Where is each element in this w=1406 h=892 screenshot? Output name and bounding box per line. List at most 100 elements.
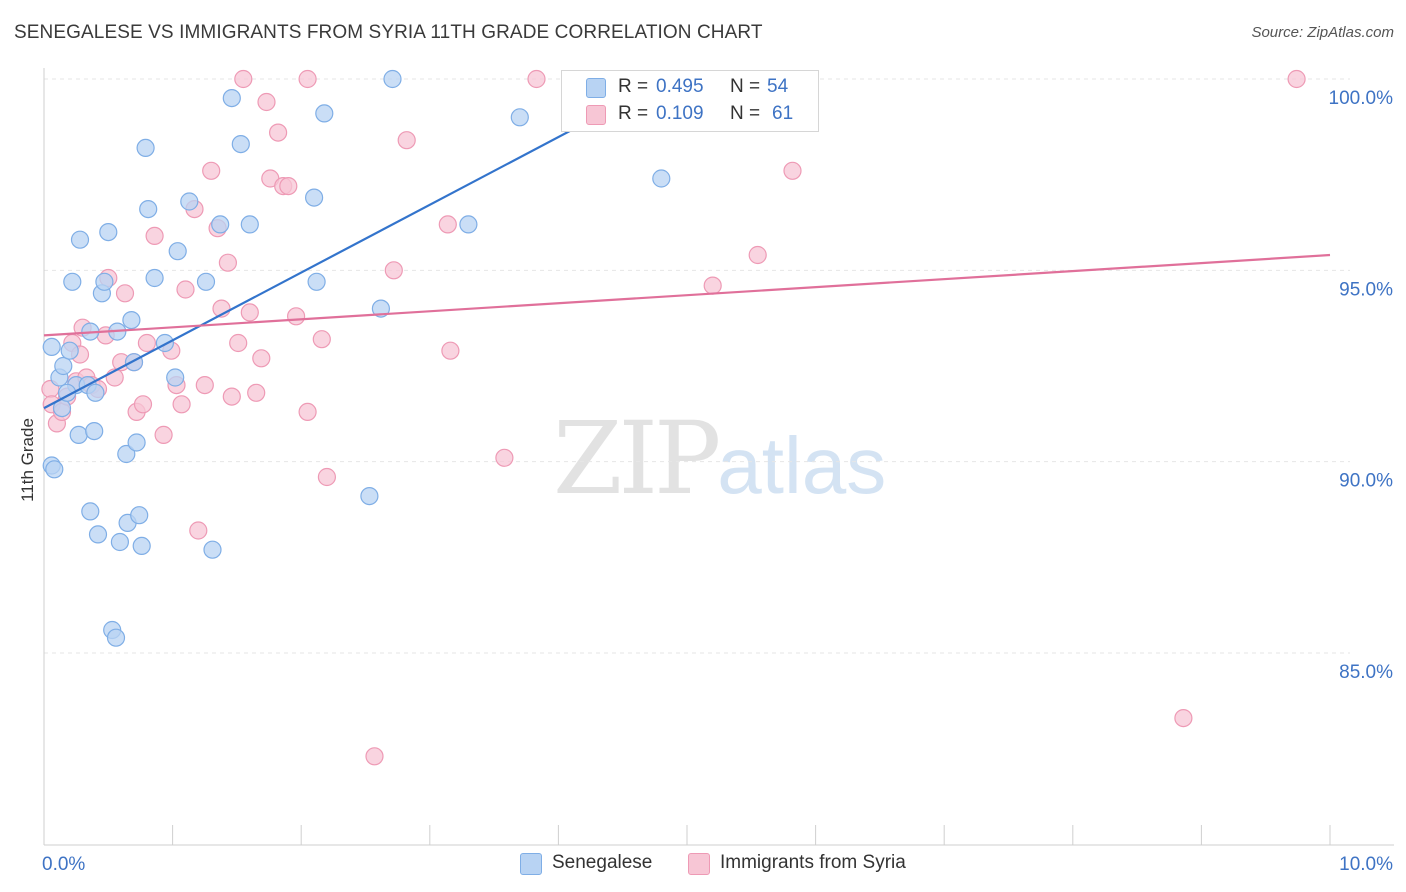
axis-layer xyxy=(43,68,1394,846)
grid-layer xyxy=(44,78,1350,654)
point-senegalese xyxy=(124,353,144,372)
legend-n-label: N = xyxy=(730,103,761,124)
point-syria xyxy=(298,69,317,89)
point-senegalese xyxy=(69,425,88,444)
point-senegalese xyxy=(99,223,118,242)
point-senegalese xyxy=(54,356,73,376)
point-syria xyxy=(202,161,221,180)
trend-layer xyxy=(43,81,1331,410)
point-senegalese xyxy=(652,169,671,188)
watermark-zip: ZIP xyxy=(553,400,721,517)
point-syria xyxy=(234,69,253,89)
x-tick-label: 10.0% xyxy=(1339,854,1393,875)
chart-title: SENEGALESE VS IMMIGRANTS FROM SYRIA 11TH… xyxy=(14,22,763,43)
point-syria xyxy=(527,69,546,89)
point-senegalese xyxy=(240,215,259,234)
point-syria xyxy=(312,330,331,349)
point-syria xyxy=(145,226,164,245)
point-syria xyxy=(172,395,191,414)
point-senegalese xyxy=(510,108,529,127)
point-senegalese xyxy=(110,532,130,552)
trend-line-senegalese xyxy=(43,81,662,410)
legend-r-value: 0.109 xyxy=(656,103,704,124)
point-senegalese xyxy=(42,337,61,356)
point-syria xyxy=(384,261,403,280)
point-senegalese xyxy=(211,215,230,234)
point-syria xyxy=(441,341,460,360)
watermark-atlas: atlas xyxy=(717,421,887,510)
point-senegalese xyxy=(88,525,108,544)
legend-r-value: 0.495 xyxy=(656,76,704,97)
legend-swatch-syria xyxy=(586,105,606,125)
point-syria xyxy=(1174,708,1193,728)
points-immigrants-from-syria xyxy=(41,69,1306,766)
y-tick-label: 100.0% xyxy=(1329,88,1394,109)
x-tick-label: 0.0% xyxy=(42,854,85,875)
point-syria xyxy=(495,448,514,467)
point-senegalese xyxy=(106,628,126,647)
point-syria xyxy=(279,177,298,196)
point-senegalese xyxy=(231,135,250,154)
point-senegalese xyxy=(86,383,105,402)
point-senegalese xyxy=(45,460,64,479)
point-senegalese xyxy=(196,272,216,291)
point-senegalese xyxy=(85,422,104,441)
trend-line-syria xyxy=(43,253,1331,337)
point-senegalese xyxy=(222,88,241,108)
point-senegalese xyxy=(130,506,149,525)
point-syria xyxy=(247,383,266,402)
point-senegalese xyxy=(139,200,158,219)
point-senegalese xyxy=(95,272,114,291)
legend-n-value: 61 xyxy=(772,103,794,124)
point-syria xyxy=(269,123,288,142)
bottom-legend-swatch-senegalese xyxy=(520,853,542,875)
point-senegalese xyxy=(122,311,141,330)
source-credit: Source: ZipAtlas.com xyxy=(1251,24,1394,41)
point-syria xyxy=(137,333,156,353)
bottom-legend-swatch-syria xyxy=(688,853,710,875)
point-syria xyxy=(1287,69,1306,89)
point-syria xyxy=(218,253,237,272)
point-senegalese xyxy=(371,299,390,318)
point-senegalese xyxy=(459,215,478,234)
y-tick-label: 90.0% xyxy=(1339,471,1393,492)
watermark: ZIPatlas xyxy=(553,400,886,517)
point-syria xyxy=(748,245,767,265)
point-syria xyxy=(397,131,416,150)
point-senegalese xyxy=(136,138,155,157)
legend-swatch-senegalese xyxy=(586,78,606,98)
point-senegalese xyxy=(166,368,185,387)
point-syria xyxy=(229,333,248,353)
point-syria xyxy=(703,276,722,295)
bottom-legend-label-syria: Immigrants from Syria xyxy=(720,852,906,873)
point-senegalese xyxy=(360,487,379,506)
point-syria xyxy=(438,215,457,234)
point-syria xyxy=(133,395,153,414)
correlation-legend: R = 0.495 N = 54 R = 0.109 N = 61 xyxy=(561,70,819,132)
point-syria xyxy=(154,425,173,444)
point-senegalese xyxy=(127,433,146,452)
point-senegalese xyxy=(60,341,79,360)
point-senegalese xyxy=(117,444,136,464)
point-senegalese xyxy=(305,188,324,207)
point-senegalese xyxy=(168,242,187,261)
point-senegalese xyxy=(155,333,174,353)
point-senegalese xyxy=(70,230,90,249)
point-syria xyxy=(222,387,241,406)
legend-n-value: 54 xyxy=(767,76,789,97)
point-syria xyxy=(287,307,306,326)
point-senegalese xyxy=(180,192,199,211)
legend-n-label: N = xyxy=(730,76,761,97)
point-senegalese xyxy=(307,272,326,291)
point-senegalese xyxy=(145,268,164,288)
point-senegalese xyxy=(315,104,334,123)
point-senegalese xyxy=(203,540,222,559)
point-senegalese xyxy=(132,536,151,556)
point-syria xyxy=(240,303,259,322)
y-axis-label: 11th Grade xyxy=(18,418,37,502)
point-syria xyxy=(189,521,208,540)
y-tick-label: 95.0% xyxy=(1339,279,1393,300)
point-syria xyxy=(176,280,195,299)
label-layer: 85.0% 90.0% 95.0% 100.0% 0.0% 10.0% 11th Grade xyxy=(18,88,1393,875)
